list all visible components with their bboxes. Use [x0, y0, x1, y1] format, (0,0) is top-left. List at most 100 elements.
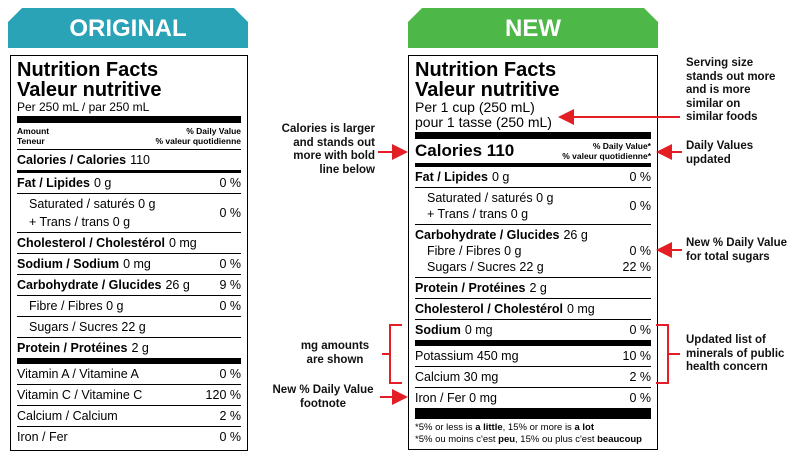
- nutrient-row: Cholesterol / Cholestérol 0 mg: [415, 299, 651, 320]
- nutrient-row: Calories / Calories 110: [17, 150, 241, 173]
- nutrient-amount: Sugars / Sucres 22 g: [427, 260, 544, 274]
- nutrient-line: Cholesterol / Cholestérol 0 mg: [17, 234, 241, 252]
- banner: NEW: [408, 8, 658, 48]
- daily-value: 0 %: [629, 244, 651, 258]
- label-title: Valeur nutritive: [17, 79, 162, 101]
- footnote-text: *5% ou moins c'est: [415, 434, 499, 445]
- nutrient-amount: 0 mg: [123, 257, 151, 271]
- nutrient-line: Saturated / saturés 0 g: [415, 190, 629, 206]
- nutrient-lines: Saturated / saturés 0 g + Trans / trans 0…: [415, 190, 629, 222]
- annotation: Serving size stands out more and is more si…: [686, 57, 775, 125]
- footnote-text: *5% or less is: [415, 422, 476, 433]
- header-text: Teneur: [17, 136, 45, 146]
- annotation: New % Daily Value footnote: [266, 384, 380, 411]
- nutrient-line: Fibre / Fibres 0 g: [17, 297, 219, 315]
- nutrient-amount: 26 g: [563, 228, 588, 242]
- daily-value: 0 %: [629, 323, 651, 337]
- daily-value: 10 %: [622, 349, 652, 363]
- nutrient-lines: Sodium 0 mg: [415, 322, 629, 338]
- nutrient-amount: Vitamin A / Vitamine A: [17, 367, 139, 381]
- nutrient-line: Sugars / Sucres 22 g 22 %: [415, 259, 651, 275]
- header-text: % Daily Value: [186, 126, 241, 136]
- footnote-bold: a little: [475, 422, 503, 433]
- daily-value: 120 %: [205, 388, 241, 402]
- annotation: Daily Values updated: [686, 140, 753, 167]
- annotation-line: mg amounts: [300, 340, 370, 352]
- nutrient-row: Carbohydrate / Glucides 26 g Fibre / Fibre…: [415, 225, 651, 278]
- nutrient-lines: Cholesterol / Cholestérol 0 mg: [415, 301, 651, 317]
- nutrient-amount: 26 g: [165, 278, 190, 292]
- daily-value: 9 %: [219, 278, 241, 292]
- nutrient-name: Carbohydrate / Glucides: [415, 228, 560, 242]
- nutrient-amount: Iron / Fer 0 mg: [415, 391, 497, 405]
- nutrient-amount: Fibre / Fibres 0 g: [427, 244, 522, 258]
- nutrient-row: Iron / Fer 0 mg 0 %: [415, 388, 651, 414]
- daily-value: 0 %: [629, 391, 651, 405]
- nutrient-amount: Potassium 450 mg: [415, 349, 519, 363]
- nutrient-lines: Fibre / Fibres 0 g: [17, 297, 219, 315]
- nutrient-lines: Saturated / saturés 0 g + Trans / trans 0…: [17, 195, 219, 231]
- serving-line: Per 1 cup (250 mL): [415, 99, 535, 115]
- annotation-line: health concern: [686, 361, 768, 373]
- nutrient-line: Vitamin A / Vitamine A: [17, 365, 219, 383]
- banner: ORIGINAL: [8, 8, 248, 48]
- nutrient-line: Fibre / Fibres 0 g 0 %: [415, 243, 651, 259]
- nutrition-label: Nutrition Facts Valeur nutritive Per 250 m…: [10, 55, 248, 451]
- annotation-line: for total sugars: [686, 250, 770, 263]
- footnote-bold: a lot: [574, 422, 594, 433]
- label-title: Nutrition Facts: [17, 59, 159, 81]
- nutrient-lines: Fat / Lipides 0 g: [17, 174, 219, 192]
- nutrient-row: Sugars / Sucres 22 g: [17, 317, 241, 338]
- daily-value: 0 %: [219, 176, 241, 190]
- nutrient-lines: Sugars / Sucres 22 g: [17, 318, 241, 336]
- nutrient-amount: Vitamin C / Vitamine C: [17, 388, 143, 402]
- nutrient-lines: Iron / Fer 0 mg: [415, 390, 629, 406]
- nutrient-amount: 0 g: [491, 170, 510, 184]
- nutrient-row: Saturated / saturés 0 g + Trans / trans 0…: [17, 194, 241, 233]
- nutrient-line: Fat / Lipides 0 g: [415, 169, 629, 185]
- annotation-line: more with bold: [293, 150, 375, 162]
- footnote-text: , 15% ou plus c'est: [515, 434, 598, 445]
- daily-value: 2 %: [629, 370, 651, 384]
- nutrition-label: Nutrition Facts Valeur nutritive Per 1 cup…: [408, 55, 658, 450]
- nutrient-amount: 0 mg: [168, 236, 197, 250]
- annotation-line: and is more: [686, 84, 751, 96]
- nutrient-line: Sodium 0 mg: [415, 322, 629, 338]
- label-title: Valeur nutritive: [415, 79, 560, 101]
- label-title: Nutrition Facts: [415, 59, 557, 81]
- nutrient-line: Saturated / saturés 0 g: [17, 195, 219, 213]
- nutrient-lines: Potassium 450 mg: [415, 348, 623, 364]
- daily-value: 0 %: [629, 199, 651, 213]
- nutrient-row: Cholesterol / Cholestérol 0 mg: [17, 233, 241, 254]
- nutrient-amount: 2 g: [529, 281, 547, 295]
- calories-row: Calories 110 % Daily Value*% valeur quoti…: [415, 139, 651, 167]
- nutrient-row: Iron / Fer 0 %: [17, 427, 241, 447]
- header-text: % valeur quotidienne: [155, 136, 242, 146]
- annotation-line: New % Daily Value: [686, 237, 787, 249]
- annotation-line: New % Daily Value: [272, 384, 374, 396]
- nutrient-name: Calories / Calories: [17, 153, 127, 167]
- footnote-line: *5% ou moins c'est peu, 15% ou plus c'es…: [415, 434, 651, 446]
- nutrient-name: Sodium: [415, 323, 461, 337]
- nutrient-line: Vitamin C / Vitamine C: [17, 386, 206, 404]
- nutrient-lines: Calcium / Calcium: [17, 407, 219, 425]
- nutrient-line: Calcium 30 mg: [415, 369, 629, 385]
- nutrient-row: Saturated / saturés 0 g + Trans / trans 0…: [415, 188, 651, 225]
- nutrient-line: Protein / Protéines 2 g: [415, 280, 651, 296]
- annotation-line: and stands out: [293, 136, 375, 149]
- nutrient-row: Calcium 30 mg 2 %: [415, 367, 651, 388]
- daily-value: 0 %: [219, 257, 241, 271]
- nutrient-amount: 0 g: [93, 176, 112, 190]
- nutrient-amount: Calcium / Calcium: [17, 409, 118, 423]
- nutrient-line: Carbohydrate / Glucides 26 g: [415, 227, 651, 243]
- daily-value: 0 %: [219, 206, 241, 220]
- daily-value: 2 %: [219, 409, 241, 423]
- nutrient-row: Protein / Protéines 2 g: [17, 338, 241, 364]
- serving: Per 1 cup (250 mL) pour 1 tasse (250 mL): [415, 100, 651, 139]
- annotation-line: footnote: [300, 397, 346, 410]
- nutrient-amount: + Trans / trans 0 g: [427, 207, 529, 221]
- calories: Calories 110: [415, 141, 515, 160]
- header-text: Amount: [17, 126, 50, 136]
- daily-value: 0 %: [219, 299, 241, 313]
